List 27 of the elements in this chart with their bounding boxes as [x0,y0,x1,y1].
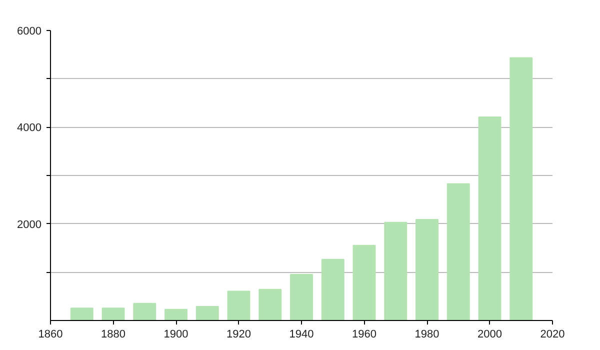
x-tick-label: 1880 [101,328,126,340]
bar [258,288,282,320]
x-tick-label: 2000 [478,328,502,340]
x-tick-label: 1920 [226,328,251,340]
y-tick-label: 4000 [17,122,42,134]
bar [102,308,125,320]
bar [321,258,344,320]
x-tick-label: 1900 [164,328,188,340]
bar [133,302,156,320]
bar [70,308,94,320]
bar [446,183,470,320]
bar [384,222,408,320]
bar [164,308,188,320]
y-tick-label: 6000 [17,26,42,38]
y-tick-label: 2000 [17,218,42,231]
bar [478,116,502,320]
bar [510,57,533,320]
bar [196,306,219,320]
x-tick-label: 1980 [414,328,440,340]
x-tick-label: 1960 [352,328,376,340]
x-tick-label: 1940 [289,328,314,340]
bar [352,244,376,320]
bar [416,218,438,320]
x-tick-label: 1860 [38,328,63,340]
x-tick-label: 2020 [540,328,565,340]
bar [227,290,250,320]
bar [290,274,313,320]
